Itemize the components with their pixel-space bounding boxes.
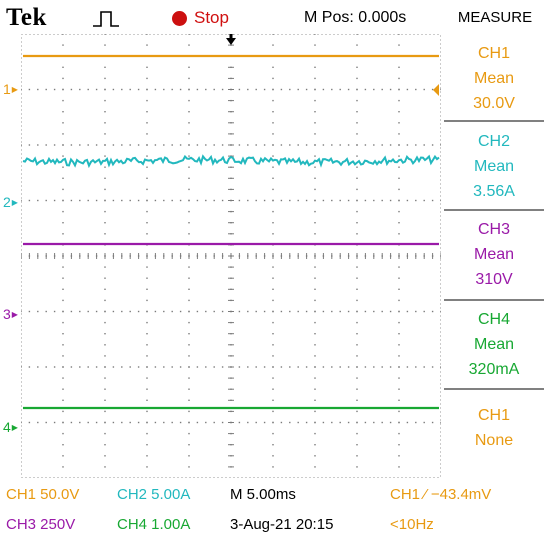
measure-box-ch1-none[interactable]: CH1 None	[444, 396, 544, 460]
measure-box-ch2-mean[interactable]: CH2 Mean 3.56A	[444, 128, 544, 204]
measure-menu-title: MEASURE	[457, 8, 533, 26]
trigger-position-stem	[229, 34, 233, 39]
measure-type: None	[474, 432, 514, 449]
ch3-ground-marker[interactable]: 3 ▶	[3, 306, 18, 322]
trigger-readout[interactable]: CH1 ⁄ −43.4mV	[390, 486, 492, 503]
graticule-grid	[21, 34, 441, 478]
measure-divider	[444, 120, 544, 122]
horizontal-position: M Pos: 0.000s	[304, 9, 407, 26]
measure-value: 30.0V	[473, 94, 515, 112]
measure-value: 3.56A	[473, 182, 515, 200]
measure-box-ch1-mean[interactable]: CH1 Mean 30.0V	[444, 40, 544, 116]
measure-value: 310V	[475, 270, 513, 288]
arrow-right-icon: ▶	[11, 197, 18, 207]
brand-logo: Tek	[6, 4, 47, 31]
arrow-right-icon: ▶	[11, 84, 18, 94]
measure-panel: CH1 Mean 30.0V CH2 Mean 3.56A CH3 Mean 3…	[444, 34, 544, 478]
date-time-readout: 3-Aug-21 20:15	[230, 516, 334, 533]
measure-box-ch4-mean[interactable]: CH4 Mean 320mA	[444, 306, 544, 382]
trigger-position-icon	[226, 38, 236, 45]
ch4-ground-marker[interactable]: 4 ▶	[3, 419, 18, 435]
run-state: Stop	[172, 8, 229, 28]
arrow-right-icon: ▶	[11, 309, 18, 319]
measure-type: Mean	[473, 335, 515, 353]
ch3-scale-readout[interactable]: CH3 250V	[6, 516, 76, 533]
measure-channel: CH4	[477, 310, 510, 328]
arrow-right-icon: ▶	[11, 422, 18, 432]
pulse-edge-icon	[93, 11, 119, 27]
measure-channel: CH3	[477, 220, 510, 238]
ch2-trace	[22, 154, 440, 169]
measure-type: Mean	[473, 157, 515, 175]
trigger-level-icon	[433, 84, 439, 96]
ch3-marker-label: 3	[3, 306, 11, 322]
timebase-readout[interactable]: M 5.00ms	[230, 486, 296, 503]
ch1-marker-label: 1	[3, 81, 11, 97]
measure-channel: CH1	[477, 44, 510, 62]
measure-type: Mean	[473, 69, 515, 87]
ch2-marker-label: 2	[3, 194, 11, 210]
status-bar: Tek Stop M Pos: 0.000s MEASURE	[0, 0, 546, 34]
trigger-frequency-readout: <10Hz	[390, 516, 434, 533]
measure-divider	[444, 388, 544, 390]
measure-divider	[444, 209, 544, 211]
measure-value: 320mA	[468, 360, 520, 378]
ch4-scale-readout[interactable]: CH4 1.00A	[117, 516, 191, 533]
ch2-ground-marker[interactable]: 2 ▶	[3, 194, 18, 210]
measure-channel: CH2	[477, 132, 510, 150]
ch1-scale-readout[interactable]: CH1 50.0V	[6, 486, 80, 503]
waveform-display	[21, 34, 441, 478]
measure-divider	[444, 299, 544, 301]
measure-channel: CH1	[477, 407, 510, 424]
stop-indicator-icon	[172, 10, 187, 26]
measure-type: Mean	[473, 245, 515, 263]
run-state-label: Stop	[194, 8, 229, 27]
ch4-marker-label: 4	[3, 419, 11, 435]
measure-box-ch3-mean[interactable]: CH3 Mean 310V	[444, 216, 544, 292]
ch1-ground-marker[interactable]: 1 ▶	[3, 81, 18, 97]
ch2-scale-readout[interactable]: CH2 5.00A	[117, 486, 191, 503]
